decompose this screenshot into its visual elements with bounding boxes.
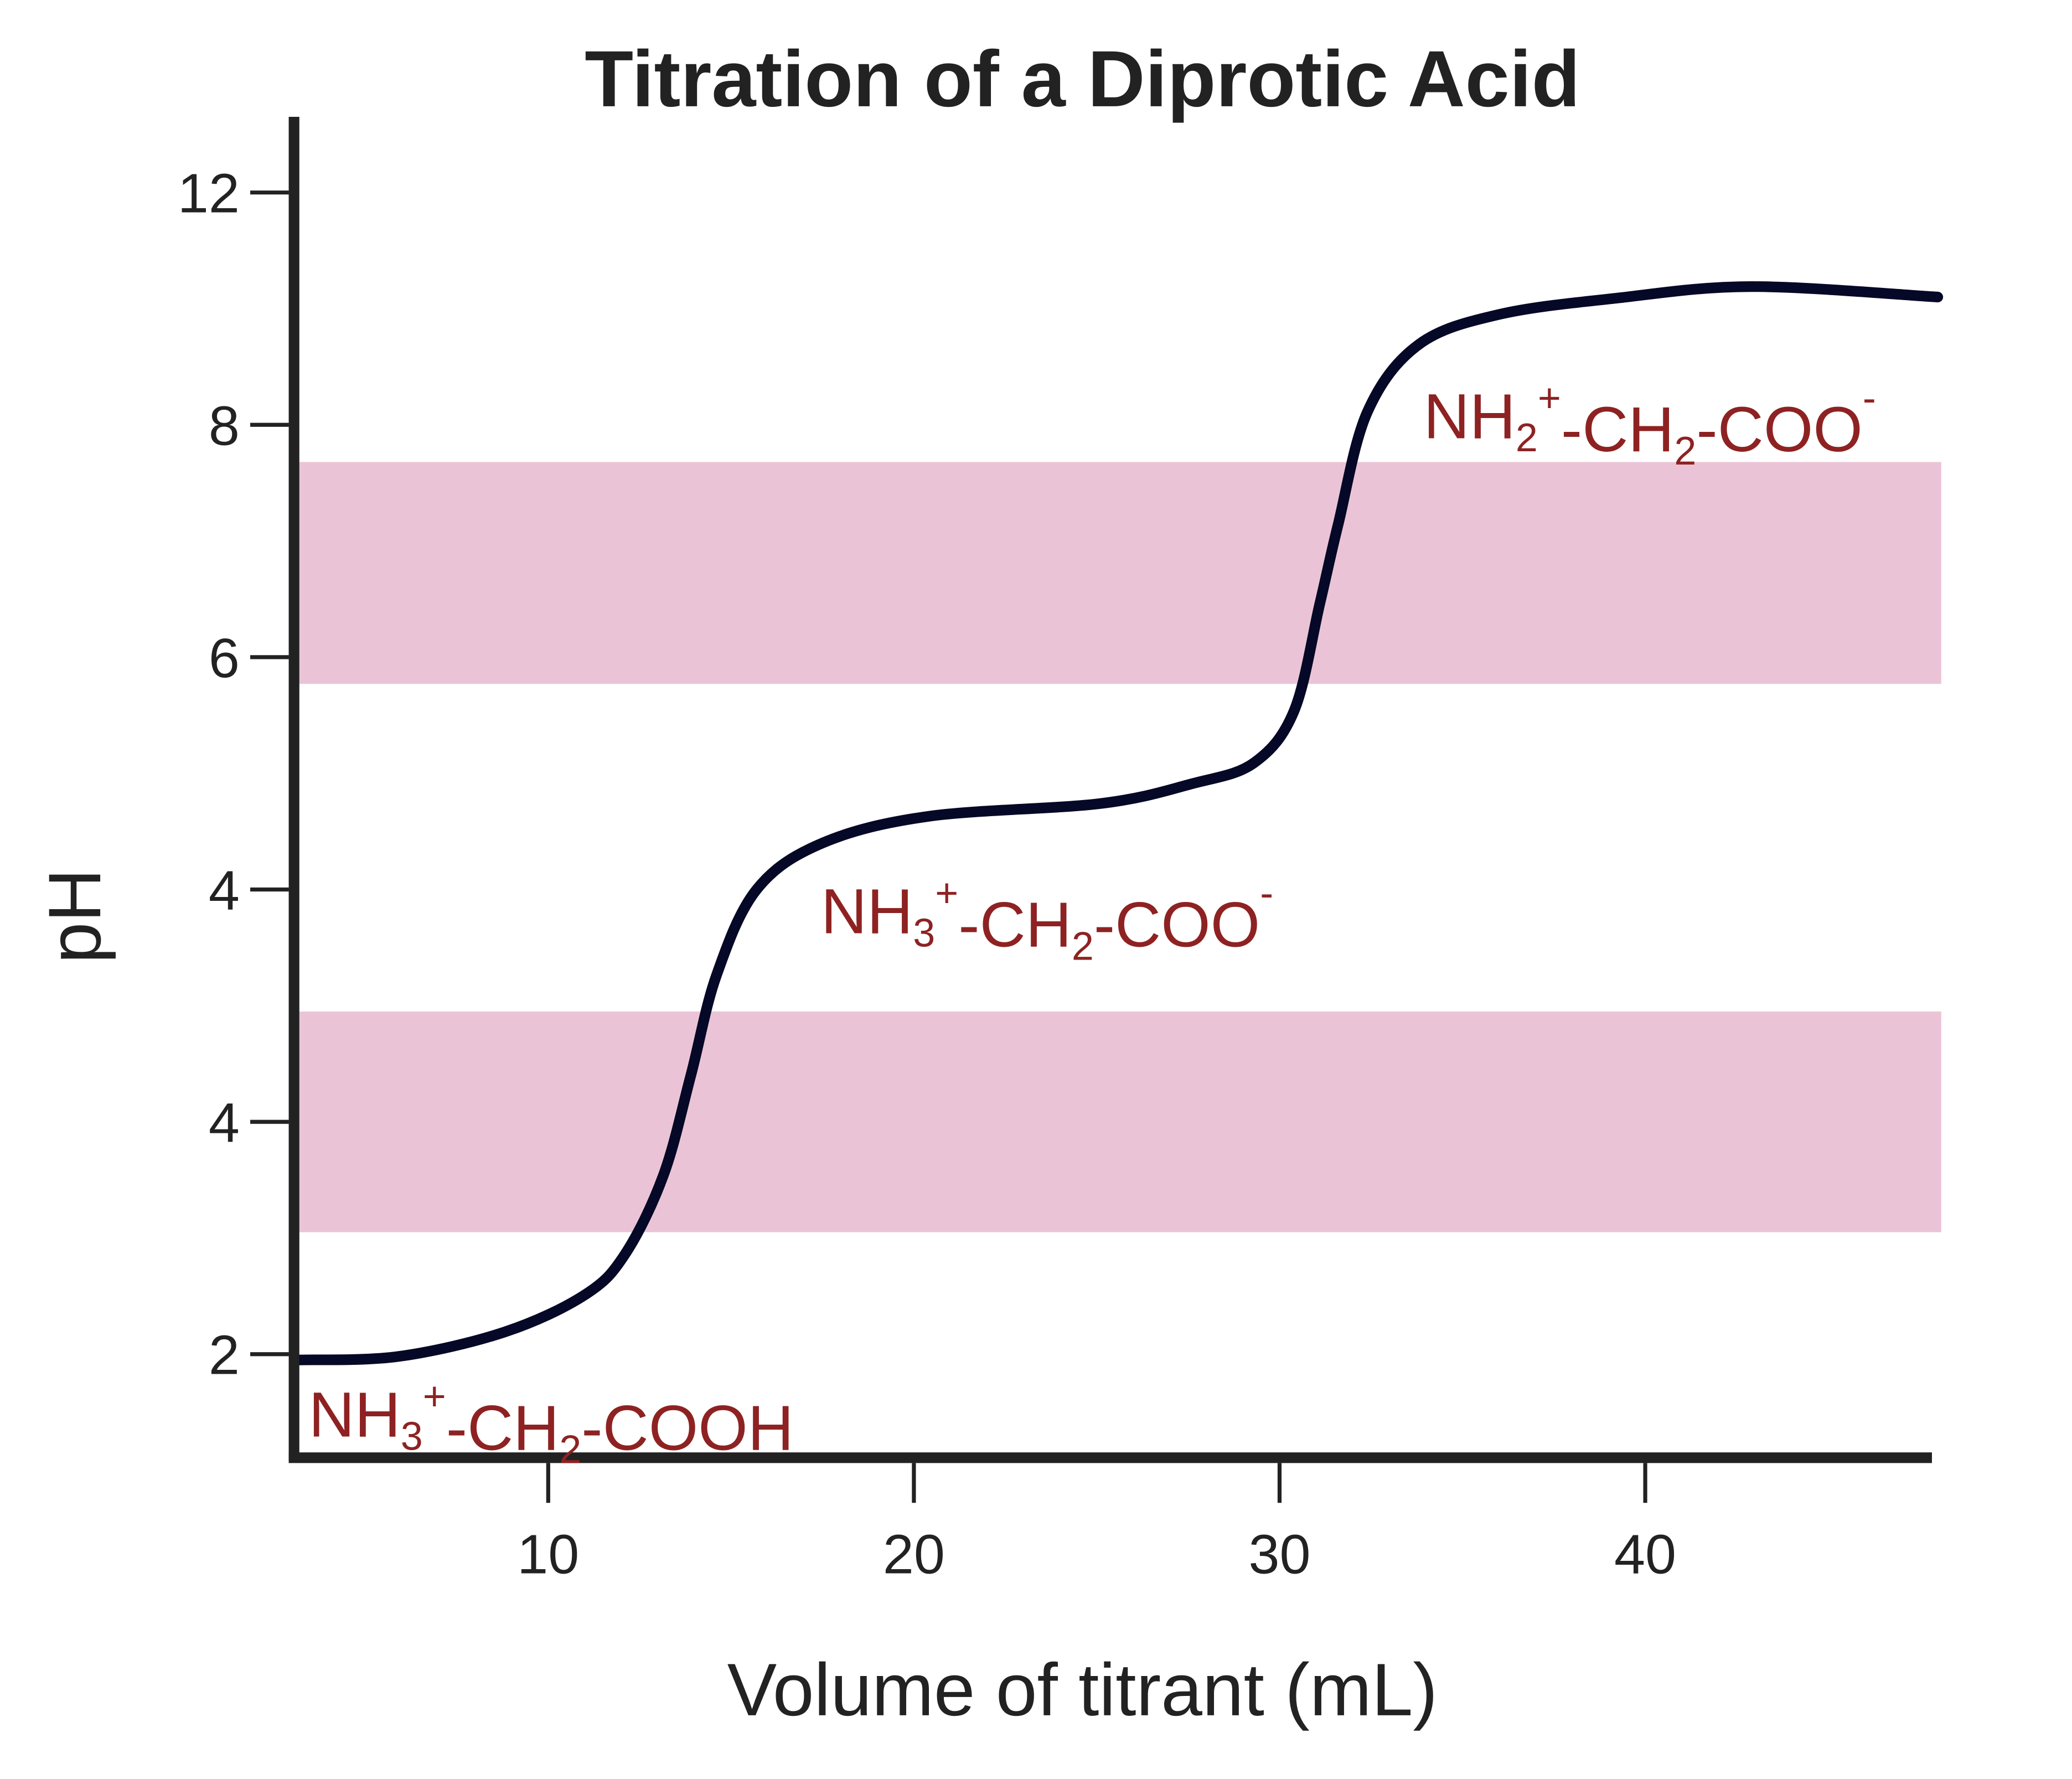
- species-label-part: 2: [1072, 925, 1094, 969]
- buffer-band-0: [299, 1011, 1941, 1233]
- y-tick-label: 4: [209, 1092, 240, 1154]
- species-label-1: NH3+-CH2-COO-: [821, 872, 1273, 969]
- x-tick-label: 10: [517, 1523, 579, 1585]
- species-label-part: -COO: [1094, 890, 1260, 961]
- axis-ticks: 2 4 4 6 8 12 10 20 30 40: [178, 163, 1676, 1586]
- y-tick-label: 12: [178, 163, 240, 225]
- species-label-part: NH: [309, 1379, 401, 1450]
- y-axis-label: pH: [33, 869, 116, 964]
- species-label-part: +: [935, 872, 958, 916]
- species-label-part: -COO: [1696, 394, 1862, 465]
- species-label-part: -COOH: [581, 1393, 794, 1463]
- chart-title: Titration of a Diprotic Acid: [585, 35, 1580, 123]
- species-label-part: -: [1863, 376, 1876, 420]
- titration-curve: [294, 281, 1944, 1365]
- buffer-bands: [299, 462, 1941, 1233]
- species-label-part: NH: [821, 876, 913, 947]
- species-label-part: +: [423, 1374, 446, 1419]
- species-label-part: -CH: [446, 1393, 560, 1463]
- y-tick-label: 8: [209, 395, 240, 457]
- species-label-part: NH: [1424, 381, 1516, 452]
- species-label-0: NH3+-CH2-COOH: [309, 1374, 794, 1472]
- x-tick-label: 30: [1248, 1523, 1310, 1585]
- species-label-2: NH2+-CH2-COO-: [1424, 376, 1876, 473]
- y-tick-label: 4: [209, 859, 240, 921]
- species-label-part: +: [1538, 376, 1561, 420]
- species-label-part: -CH: [958, 890, 1072, 961]
- x-tick-label: 20: [883, 1523, 945, 1585]
- buffer-band-1: [299, 462, 1941, 684]
- x-axis-label: Volume of titrant (mL): [727, 1648, 1438, 1731]
- y-tick-label: 2: [209, 1324, 240, 1386]
- series-line-0: [294, 281, 1944, 1365]
- species-label-part: -: [1260, 872, 1273, 916]
- species-label-part: -CH: [1561, 394, 1675, 465]
- species-label-part: 3: [401, 1414, 423, 1458]
- species-label-part: 2: [1674, 429, 1696, 473]
- y-tick-label: 6: [209, 627, 240, 689]
- x-tick-label: 40: [1614, 1523, 1676, 1585]
- species-label-part: 3: [913, 911, 935, 956]
- species-label-part: 2: [559, 1427, 581, 1472]
- species-label-part: 2: [1516, 416, 1538, 460]
